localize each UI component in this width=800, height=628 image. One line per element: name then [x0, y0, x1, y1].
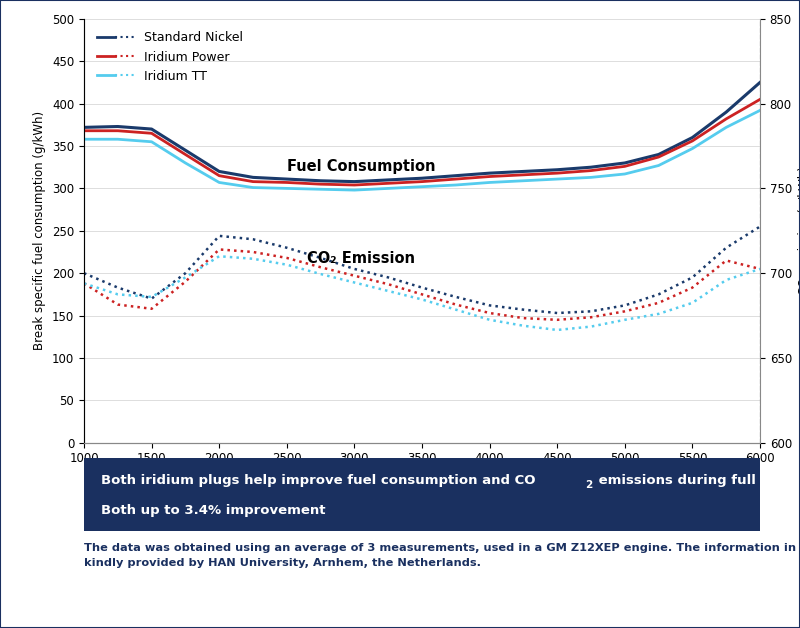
Y-axis label: Break specific fuel consumption (g/kWh): Break specific fuel consumption (g/kWh): [34, 111, 46, 350]
Text: Both iridium plugs help improve fuel consumption and CO: Both iridium plugs help improve fuel con…: [101, 474, 535, 487]
Text: 2: 2: [585, 480, 592, 490]
Text: CO₂ Emission: CO₂ Emission: [307, 251, 415, 266]
Text: emissions during full load.: emissions during full load.: [594, 474, 798, 487]
Text: Fuel Consumption: Fuel Consumption: [287, 160, 435, 175]
Y-axis label: CO₂ emission (g/kWh): CO₂ emission (g/kWh): [798, 166, 800, 295]
Legend: Standard Nickel, Iridium Power, Iridium TT: Standard Nickel, Iridium Power, Iridium …: [90, 25, 250, 89]
Text: The data was obtained using an average of 3 measurements, used in a GM Z12XEP en: The data was obtained using an average o…: [84, 543, 800, 568]
Text: Both up to 3.4% improvement: Both up to 3.4% improvement: [101, 504, 326, 517]
X-axis label: RPM: RPM: [407, 471, 437, 485]
